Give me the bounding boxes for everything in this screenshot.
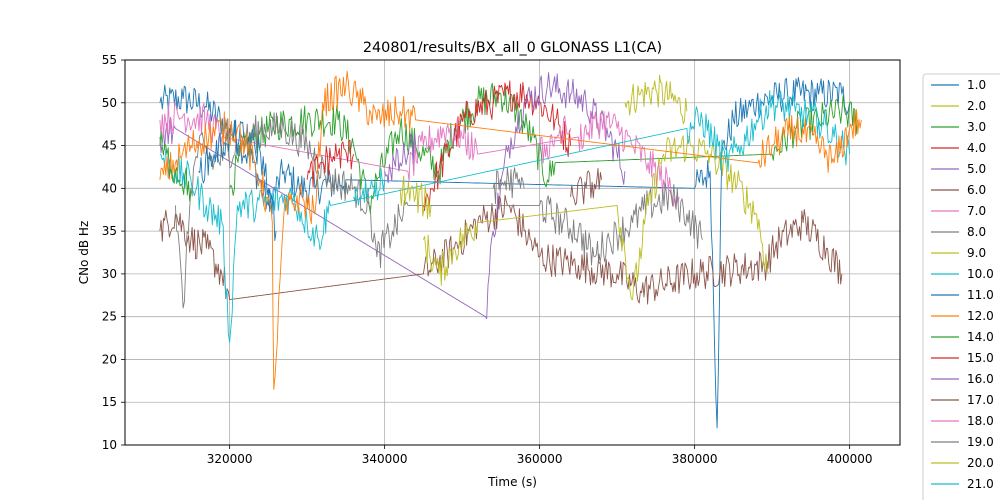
x-tick-label: 340000 <box>362 452 408 466</box>
series-line <box>422 80 572 212</box>
legend-label: 9.0 <box>967 246 986 260</box>
y-tick-label: 30 <box>102 267 117 281</box>
series-line <box>492 167 525 205</box>
legend-label: 19.0 <box>967 435 994 449</box>
series-line <box>384 132 417 184</box>
legend-label: 16.0 <box>967 372 994 386</box>
legend-label: 4.0 <box>967 141 986 155</box>
series-line <box>159 76 851 429</box>
y-tick-label: 40 <box>102 181 117 195</box>
legend-label: 7.0 <box>967 204 986 218</box>
series-line <box>159 194 843 305</box>
legend-label: 18.0 <box>967 414 994 428</box>
legend-label: 12.0 <box>967 309 994 323</box>
legend-label: 8.0 <box>967 225 986 239</box>
series-line <box>624 74 688 125</box>
legend-label: 3.0 <box>967 120 986 134</box>
y-axis-label: CNo dB Hz <box>77 221 91 285</box>
x-tick-label: 400000 <box>827 452 873 466</box>
legend-label: 10.0 <box>967 267 994 281</box>
legend-label: 14.0 <box>967 330 994 344</box>
x-tick-label: 320000 <box>207 452 253 466</box>
series-line <box>198 119 277 242</box>
legend-label: 21.0 <box>967 477 994 491</box>
legend-label: 17.0 <box>967 393 994 407</box>
chart-title: 240801/results/BX_all_0 GLONASS L1(CA) <box>363 40 662 56</box>
legend: 1.0 2.0 3.0 4.0 5.0 6.0 7.0 8.0 9.0 10.0 11.0 12.0 1… <box>922 73 1000 504</box>
y-tick-label: 20 <box>102 352 117 366</box>
legend-box <box>922 73 1000 504</box>
series-line <box>159 72 626 320</box>
y-tick-label: 25 <box>102 310 117 324</box>
x-tick-label: 380000 <box>672 452 718 466</box>
legend-label: 20.0 <box>967 456 994 470</box>
y-tick-label: 55 <box>102 53 117 67</box>
legend-label: 11.0 <box>967 288 994 302</box>
series-line <box>353 168 386 206</box>
legend-label: 15.0 <box>967 351 994 365</box>
x-tick-label: 360000 <box>517 452 563 466</box>
series-line <box>570 168 603 206</box>
series-line <box>422 135 769 301</box>
y-tick-label: 50 <box>102 96 117 110</box>
y-tick-label: 45 <box>102 139 117 153</box>
series-line <box>399 175 432 220</box>
x-axis-label: Time (s) <box>487 475 537 489</box>
legend-label: 5.0 <box>967 162 986 176</box>
ticks-layer: 320000 340000 360000 380000 400000 10 15 20 25 30… <box>102 53 873 466</box>
axes-frame <box>124 59 901 446</box>
series-line <box>306 139 355 188</box>
series-line <box>159 70 862 390</box>
legend-label: 2.0 <box>967 99 986 113</box>
y-tick-label: 10 <box>102 438 117 452</box>
y-tick-label: 15 <box>102 395 117 409</box>
plot-layer <box>159 70 862 429</box>
legend-label: 1.0 <box>967 78 986 92</box>
legend-label: 6.0 <box>967 183 986 197</box>
series-line <box>539 115 572 164</box>
series-line <box>159 90 851 343</box>
series-line <box>174 112 703 309</box>
y-tick-label: 35 <box>102 224 117 238</box>
series-line <box>229 82 858 214</box>
series-line <box>159 130 192 202</box>
